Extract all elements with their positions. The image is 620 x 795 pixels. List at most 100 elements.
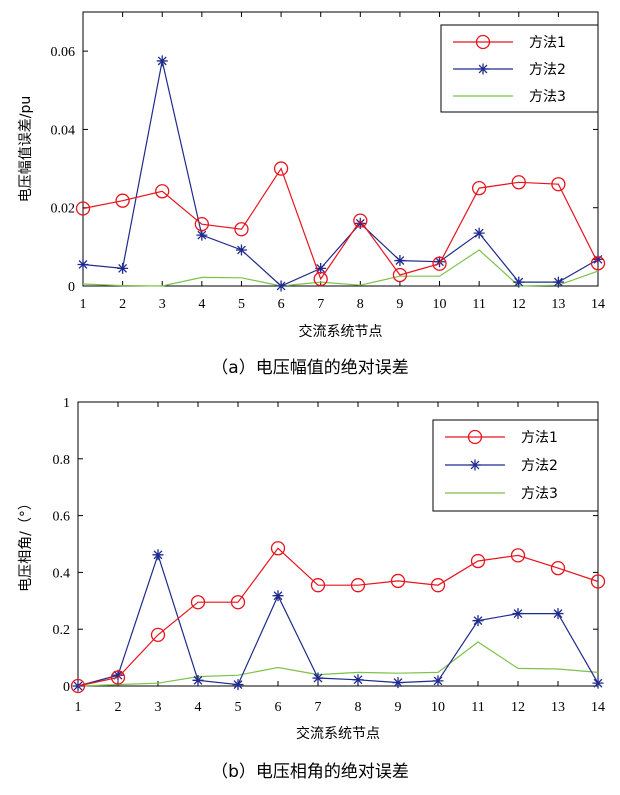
data-point-method2: [192, 674, 204, 686]
data-point-method1: [510, 548, 526, 563]
data-point-method1: [551, 177, 566, 192]
legend-label-method2: 方法2: [521, 458, 558, 474]
data-point-method1: [75, 201, 91, 216]
x-tick-label: 7: [317, 297, 324, 312]
data-point-method1: [155, 184, 170, 199]
data-point-method1: [511, 175, 526, 190]
series-line-method3: [77, 641, 599, 687]
legend-marker-method2: [477, 63, 489, 75]
data-point-method2: [472, 615, 484, 627]
x-tick-label: 6: [278, 297, 285, 312]
data-point-method2: [152, 549, 164, 561]
series-method2: [77, 55, 604, 292]
x-tick-label: 12: [512, 297, 526, 312]
data-point-method2: [312, 672, 324, 684]
x-tick-label: 2: [115, 700, 122, 715]
x-tick-label: 5: [238, 297, 245, 312]
data-point-method2: [232, 679, 244, 691]
data-point-method1: [313, 271, 328, 287]
data-point-method2: [352, 674, 364, 686]
legend-label-method1: 方法1: [529, 35, 566, 51]
data-point-method1: [590, 574, 606, 589]
y-tick-label: 0.4: [53, 566, 71, 581]
data-point-method2: [392, 677, 404, 689]
x-tick-label: 1: [80, 297, 87, 312]
data-point-method1: [110, 670, 126, 685]
x-tick-label: 3: [159, 297, 166, 312]
x-tick-label: 5: [235, 700, 242, 715]
x-tick-label: 1: [75, 700, 82, 715]
series-line-method2: [82, 60, 599, 287]
data-point-method1: [115, 193, 130, 208]
x-tick-label: 8: [355, 700, 362, 715]
series-method3: [82, 249, 599, 287]
data-point-method2: [196, 229, 208, 241]
legend-marker-method2: [469, 459, 481, 471]
data-point-method1: [353, 213, 368, 228]
series-line-method3: [82, 249, 599, 287]
data-point-method2: [272, 590, 284, 602]
data-point-method2: [275, 280, 287, 292]
y-tick-label: 0.02: [51, 202, 76, 217]
series-method3: [77, 641, 599, 687]
data-point-method2: [473, 227, 485, 239]
y-tick-label: 0.2: [53, 623, 71, 638]
series-method1: [75, 161, 606, 287]
figure-caption: （b）电压相角的绝对误差: [211, 762, 409, 782]
x-tick-label: 9: [395, 700, 402, 715]
data-point-method1: [190, 595, 206, 610]
data-point-method2: [434, 256, 446, 268]
data-point-method2: [592, 253, 604, 265]
x-tick-label: 8: [357, 297, 364, 312]
data-point-method1: [194, 217, 209, 232]
chart-voltage-angle-error: 1 2 3 4 5 6 7 8 9 10 11 12 13 1400.20.40.60.81交流系统节点电…: [18, 396, 606, 782]
series-method2: [72, 549, 604, 692]
data-point-method2: [235, 244, 247, 256]
x-tick-label: 4: [195, 700, 202, 715]
x-tick-label: 4: [198, 297, 205, 312]
data-point-method2: [592, 677, 604, 689]
legend-marker-method1: [467, 429, 483, 445]
series-line-method1: [77, 547, 599, 687]
series-method1: [70, 541, 606, 694]
y-tick-label: 0.6: [53, 510, 71, 525]
data-point-method1: [390, 573, 406, 589]
data-point-method2: [552, 276, 564, 288]
data-point-method2: [354, 217, 366, 229]
chart-voltage-magnitude-error: 1 2 3 4 5 6 7 8 9 10 11 12 13 1400.020.040.06交流系统节点电压…: [18, 11, 606, 378]
data-point-method1: [273, 161, 289, 176]
plot-frame: [77, 401, 599, 687]
data-point-method2: [394, 255, 406, 267]
legend-label-method2: 方法2: [529, 62, 566, 78]
data-point-method1: [472, 180, 487, 196]
x-tick-label: 13: [551, 700, 565, 715]
data-point-method2: [156, 55, 168, 67]
data-point-method1: [590, 256, 606, 271]
x-tick-label: 10: [431, 700, 445, 715]
legend-label-method3: 方法3: [521, 486, 558, 502]
data-point-method1: [70, 678, 86, 694]
x-tick-label: 13: [551, 297, 565, 312]
x-tick-label: 2: [119, 297, 126, 312]
figure-caption: （a）电压幅值的绝对误差: [211, 358, 408, 378]
legend-marker-method1: [475, 34, 491, 50]
data-point-method1: [234, 222, 249, 237]
x-tick-label: 9: [396, 297, 403, 312]
legend-label-method3: 方法3: [529, 89, 566, 105]
data-point-method1: [310, 578, 326, 593]
y-axis-label: 电压相角/（°）: [18, 496, 34, 592]
x-tick-label: 14: [591, 297, 605, 312]
data-point-method1: [430, 578, 446, 593]
x-axis-label: 交流系统节点: [299, 323, 383, 340]
x-tick-label: 10: [433, 297, 447, 312]
data-point-method2: [432, 675, 444, 687]
x-tick-label: 11: [472, 297, 485, 312]
y-axis-label: 电压幅值误差/pu: [18, 96, 34, 202]
data-point-method2: [77, 258, 89, 270]
legend: 方法1 方法2 方法3: [440, 24, 599, 113]
y-tick-label: 0: [63, 680, 70, 695]
plot-frame: [82, 11, 599, 287]
y-tick-label: 1: [63, 396, 70, 411]
data-point-method2: [117, 262, 129, 274]
